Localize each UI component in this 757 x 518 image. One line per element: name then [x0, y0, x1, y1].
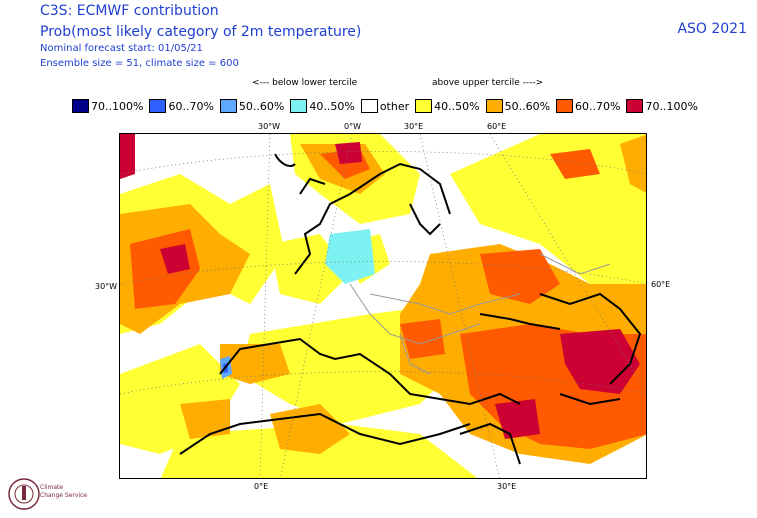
chart-subtitle: Prob(most likely category of 2m temperat… [40, 24, 362, 40]
forecast-period-label: ASO 2021 [677, 21, 747, 37]
legend-swatch [626, 99, 644, 113]
legend-swatch [485, 99, 503, 113]
legend-label: other [379, 99, 410, 113]
legend-label: 70..100% [645, 99, 698, 113]
ensemble-size-label: Ensemble size = 51, climate size = 600 [40, 58, 239, 69]
copernicus-logo [8, 478, 40, 510]
legend-swatch [149, 99, 167, 113]
legend-swatch [360, 99, 378, 113]
forecast-start-label: Nominal forecast start: 01/05/21 [40, 43, 203, 54]
logo-line: Change Service [40, 492, 88, 499]
legend-label: 50..60% [238, 99, 285, 113]
legend-item: 40..50% [415, 99, 480, 113]
legend-swatch [556, 99, 574, 113]
longitude-label: 30°W [95, 282, 118, 291]
legend-label: 40..50% [309, 99, 355, 113]
legend-item: 70..100% [626, 99, 698, 113]
country-borders [349, 253, 611, 375]
legend-swatch [72, 99, 89, 113]
longitude-label: 60°E [487, 122, 507, 131]
legend-swatch [290, 99, 308, 113]
map-canvas [120, 134, 646, 478]
color-legend: 70..100% 60..70% 50..60% 40..50% other 4… [72, 97, 704, 115]
longitude-label: 60°E [651, 280, 671, 289]
legend-item: 70..100% [72, 99, 143, 113]
graticule [120, 134, 646, 478]
below-tercile-label: <--- below lower tercile [252, 78, 358, 88]
legend-label: 60..70% [575, 99, 621, 113]
above-tercile-label: above upper tercile ----> [432, 78, 544, 88]
legend-label: 70..100% [91, 99, 144, 113]
legend-item: 50..60% [219, 99, 285, 113]
legend-swatch [415, 99, 433, 113]
red-areas [120, 134, 640, 439]
legend-item: other [360, 99, 410, 113]
legend-item: 60..70% [149, 99, 214, 113]
logo-text: Climate Change Service [40, 484, 87, 500]
legend-label: 50..60% [504, 99, 551, 113]
legend-label: 60..70% [168, 99, 214, 113]
longitude-label: 0°E [254, 482, 269, 491]
legend-swatch [219, 99, 237, 113]
longitude-label: 30°E [497, 482, 517, 491]
longitude-label: 0°W [344, 122, 361, 131]
legend-item: 60..70% [556, 99, 620, 113]
logo-line: Climate [40, 484, 64, 491]
coastlines [179, 153, 642, 465]
longitude-label: 30°W [258, 122, 281, 131]
legend-item: 40..50% [290, 99, 355, 113]
chart-title: C3S: ECMWF contribution [40, 3, 219, 19]
legend-item: 50..60% [485, 99, 551, 113]
legend-label: 40..50% [434, 99, 480, 113]
probability-map [119, 133, 647, 479]
longitude-label: 30°E [404, 122, 424, 131]
